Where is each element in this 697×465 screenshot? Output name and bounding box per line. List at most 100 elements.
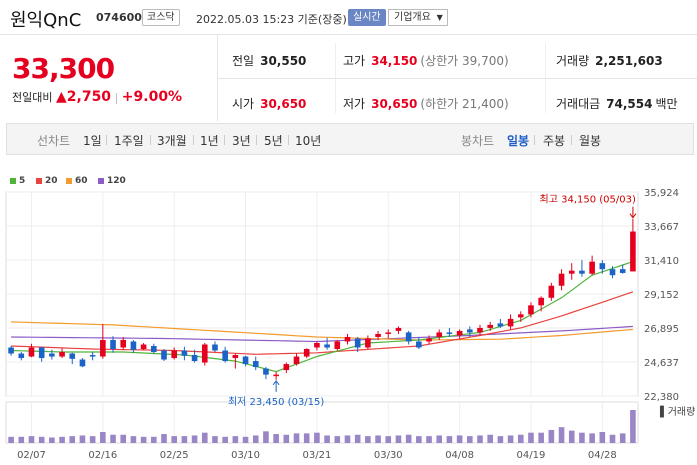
prev-close: 전일 30,550 <box>232 52 306 69</box>
candle-body <box>191 355 198 362</box>
divider <box>534 135 535 145</box>
lower-limit: (하한가 21,400) <box>420 97 509 111</box>
volume-bar <box>201 432 208 443</box>
period-1w[interactable]: 1주일 <box>114 134 144 148</box>
candle-body <box>273 374 279 377</box>
change-label: 전일대비 <box>12 91 53 104</box>
volume-bar <box>487 434 493 443</box>
y-tick-label: 26,895 <box>644 324 679 335</box>
legend-ma5: 5 <box>10 176 25 186</box>
candle-body <box>354 338 361 348</box>
high-price: 고가 34,150 (상한가 39,700) <box>343 52 509 69</box>
open-price: 시가 30,650 <box>232 95 306 112</box>
period-3m[interactable]: 3개월 <box>157 134 187 148</box>
volume-bar <box>385 436 392 443</box>
candle-body <box>201 344 208 363</box>
volume-bar <box>49 437 55 443</box>
realtime-button[interactable]: 실시간 <box>348 9 386 26</box>
volume-bar <box>222 436 228 443</box>
company-overview-dropdown[interactable]: 기업개요 ▼ <box>388 9 448 26</box>
legend-swatch <box>36 177 42 184</box>
divider <box>217 35 218 121</box>
legend-swatch <box>10 177 16 184</box>
candle-body <box>120 339 127 348</box>
candle-body <box>385 332 392 334</box>
candle-body <box>18 353 25 359</box>
candle-body <box>232 355 239 359</box>
candle-body <box>38 347 45 359</box>
period-3y[interactable]: 3년 <box>232 134 251 148</box>
plot-frame <box>5 191 639 397</box>
volume-bar <box>161 434 167 443</box>
candle-body <box>558 273 565 286</box>
candle-weekly[interactable]: 주봉 <box>543 134 566 148</box>
quote-datetime: 2022.05.03 15:23 기준(장중) <box>196 13 347 26</box>
candle-body <box>171 350 177 359</box>
x-tick-label: 03/21 <box>302 450 331 461</box>
volume-bar <box>344 435 351 443</box>
volume-value: 2,251,603 <box>595 54 663 68</box>
period-1y[interactable]: 1년 <box>200 134 219 148</box>
up-arrow-icon: ▲ <box>55 89 67 105</box>
candle-body <box>69 353 76 359</box>
volume-bar <box>599 432 606 443</box>
divider <box>150 135 151 145</box>
volume-bar <box>426 436 432 443</box>
ma60-line <box>11 321 633 341</box>
candle-body <box>365 338 371 348</box>
period-10y[interactable]: 10년 <box>295 134 322 148</box>
candle-body <box>426 338 432 342</box>
trade-amount: 거래대금 74,554 백만 <box>556 95 678 112</box>
x-tick-label: 04/08 <box>445 450 474 461</box>
market-badge: 코스닥 <box>142 9 180 26</box>
candle-body <box>446 332 453 334</box>
volume-bar <box>416 436 422 443</box>
volume-bar <box>181 436 188 443</box>
candle-body <box>467 329 473 333</box>
period-5y[interactable]: 5년 <box>264 134 283 148</box>
prev-label: 전일 <box>232 54 255 68</box>
line-chart-label[interactable]: 선차트 <box>37 134 71 148</box>
upper-limit: (상한가 39,700) <box>420 54 509 68</box>
candle-body <box>589 261 595 274</box>
volume-bar <box>59 436 65 443</box>
low-price: 저가 30,650 (하한가 21,400) <box>343 95 509 112</box>
candle-daily[interactable]: 일봉 <box>507 134 530 148</box>
volume-bar <box>365 436 371 443</box>
candle-body <box>130 341 137 350</box>
period-1d[interactable]: 1일 <box>83 134 102 148</box>
volume-bar <box>528 432 534 443</box>
volume-bar <box>171 436 177 443</box>
volume-bar <box>324 435 330 443</box>
candle-body <box>303 349 310 357</box>
amount-label: 거래대금 <box>556 97 601 111</box>
volume-bar <box>436 435 443 443</box>
candle-body <box>28 347 35 357</box>
candle-body <box>181 350 188 356</box>
low-annotation: 최저 23,450 (03/15) <box>228 396 324 408</box>
candle-body <box>538 297 544 306</box>
change-percent: +9.00% <box>121 89 183 105</box>
high-label: 고가 <box>343 54 366 68</box>
candle-body <box>293 356 300 365</box>
y-tick-label: 35,924 <box>644 188 679 199</box>
candle-body <box>405 332 412 342</box>
candle-monthly[interactable]: 월봉 <box>579 134 602 148</box>
divider <box>0 34 697 35</box>
volume-bar <box>28 436 35 443</box>
volume-bar <box>191 435 198 443</box>
legend-ma60: 60 <box>66 176 88 186</box>
candle-body <box>263 368 269 375</box>
divider <box>193 135 194 145</box>
volume-bar <box>375 435 381 443</box>
divider <box>218 78 697 79</box>
volume-bar <box>283 434 290 443</box>
high-value: 34,150 <box>371 54 418 68</box>
candle-body <box>436 332 443 337</box>
divider <box>571 135 572 145</box>
candle-body <box>568 270 575 274</box>
candle-chart-label[interactable]: 봉차트 <box>461 134 495 148</box>
candle-body <box>619 269 626 273</box>
volume-bar <box>110 434 116 443</box>
divider <box>256 135 257 145</box>
